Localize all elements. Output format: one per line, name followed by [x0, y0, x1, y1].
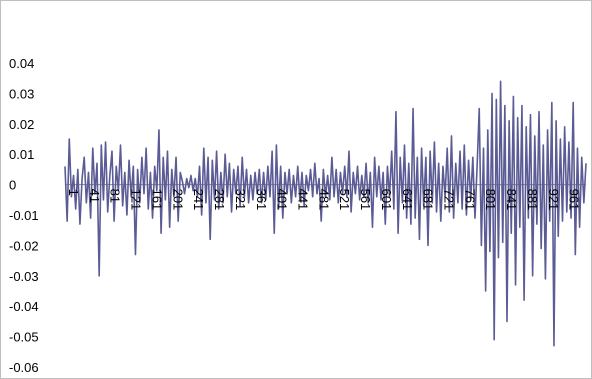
- y-tick-label: -0.04: [9, 299, 39, 314]
- y-axis-tick-labels: 0.04 0.03 0.02 0.01 0 -0.01 -0.02 -0.03 -0.04 -0.…: [9, 56, 39, 375]
- y-tick-label: -0.03: [9, 269, 39, 284]
- x-tick-label: 81: [108, 189, 123, 203]
- x-tick-label: 401: [275, 189, 290, 211]
- y-tick-label: 0: [9, 178, 16, 193]
- x-tick-label: 281: [212, 189, 227, 211]
- y-tick-label: -0.02: [9, 238, 39, 253]
- y-tick-label: 0.01: [9, 147, 34, 162]
- x-tick-label: 1: [66, 189, 81, 196]
- x-tick-label: 921: [546, 189, 561, 211]
- x-tick-label: 201: [170, 189, 185, 211]
- x-tick-label: 961: [567, 189, 582, 211]
- x-tick-label: 841: [504, 189, 519, 211]
- x-tick-label: 41: [87, 189, 102, 203]
- x-tick-label: 881: [525, 189, 540, 211]
- x-tick-label: 161: [149, 189, 164, 211]
- x-tick-label: 641: [400, 189, 415, 211]
- y-tick-label: 0.04: [9, 56, 34, 71]
- x-tick-label: 121: [129, 189, 144, 211]
- x-tick-label: 601: [379, 189, 394, 211]
- x-tick-label: 481: [316, 189, 331, 211]
- y-tick-label: 0.03: [9, 86, 34, 101]
- x-tick-label: 241: [191, 189, 206, 211]
- y-tick-label: -0.06: [9, 360, 39, 375]
- x-axis-tick-labels: 1 41 81 121 161 201 241 281 321 361 401 441 481 521 56…: [66, 189, 582, 211]
- series-line: [64, 80, 587, 347]
- x-tick-label: 521: [337, 189, 352, 211]
- y-tick-label: 0.02: [9, 117, 34, 132]
- y-tick-label: -0.01: [9, 208, 39, 223]
- x-tick-label: 361: [254, 189, 269, 211]
- x-tick-label: 721: [441, 189, 456, 211]
- x-tick-label: 801: [483, 189, 498, 211]
- y-tick-label: -0.05: [9, 330, 39, 345]
- x-tick-label: 321: [233, 189, 248, 211]
- x-tick-label: 681: [421, 189, 436, 211]
- x-tick-label: 561: [358, 189, 373, 211]
- x-tick-label: 761: [462, 189, 477, 211]
- x-tick-label: 441: [295, 189, 310, 211]
